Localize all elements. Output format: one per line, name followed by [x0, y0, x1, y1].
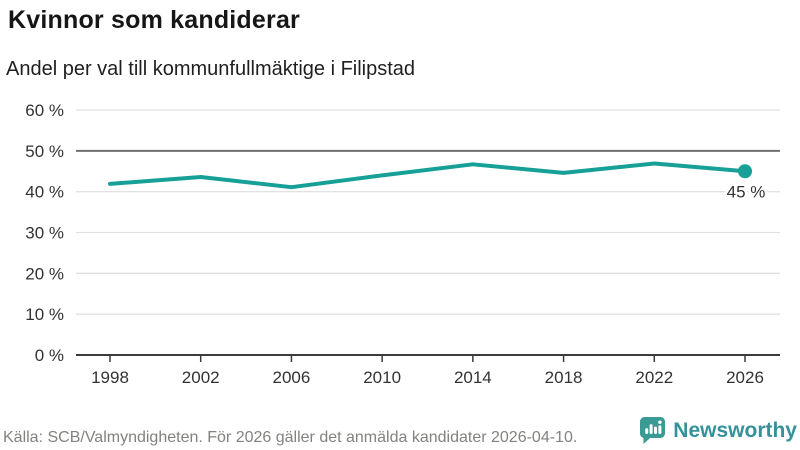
x-tick-label: 2014	[454, 368, 492, 387]
last-point-marker	[738, 164, 752, 179]
newsworthy-logo-text: Newsworthy	[673, 418, 797, 442]
y-tick-label: 0 %	[35, 346, 64, 365]
y-tick-label: 30 %	[25, 224, 64, 243]
logo-bar-medium	[654, 426, 658, 434]
x-tick-label: 1998	[91, 368, 129, 387]
logo-exclamation-bar	[658, 425, 662, 434]
source-note: Källa: SCB/Valmyndigheten. För 2026 gäll…	[3, 429, 578, 446]
y-tick-label: 10 %	[25, 305, 64, 324]
chart-subtitle: Andel per val till kommunfullmäktige i F…	[6, 58, 416, 80]
x-tick-label: 2002	[182, 368, 220, 387]
x-tick-label: 2010	[363, 368, 401, 387]
y-tick-label: 40 %	[25, 183, 64, 202]
chart-title: Kvinnor som kandiderar	[8, 6, 300, 34]
logo-exclamation-dot	[658, 420, 662, 424]
y-tick-label: 60 %	[25, 101, 64, 120]
x-tick-label: 2026	[726, 368, 764, 387]
last-point-label: 45 %	[727, 182, 766, 201]
x-tick-label: 2022	[635, 368, 673, 387]
y-tick-label: 20 %	[25, 264, 64, 283]
y-tick-label: 50 %	[25, 142, 64, 161]
x-tick-label: 2006	[273, 368, 311, 387]
data-line	[108, 161, 747, 190]
x-tick-label: 2018	[545, 368, 583, 387]
newsworthy-logo[interactable]: Newsworthy	[639, 416, 797, 445]
newsworthy-logo-icon	[640, 417, 666, 444]
logo-bar-short	[645, 428, 649, 434]
logo-bar-tall	[649, 424, 653, 434]
